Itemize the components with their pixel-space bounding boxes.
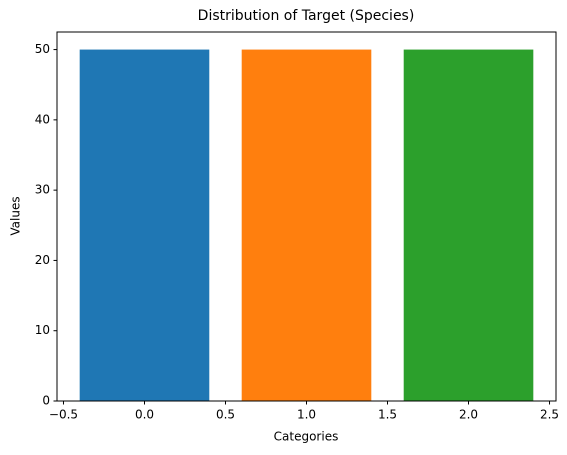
y-tick-label: 30 bbox=[35, 183, 50, 197]
bar bbox=[241, 49, 372, 401]
y-axis-label: Values bbox=[9, 196, 23, 235]
y-tick-label: 40 bbox=[35, 112, 50, 126]
x-tick-label: −0.5 bbox=[49, 408, 78, 422]
y-tick-label: 50 bbox=[35, 42, 50, 56]
y-tick-label: 20 bbox=[35, 253, 50, 267]
x-tick-label: 0.5 bbox=[216, 408, 235, 422]
bar bbox=[79, 49, 210, 401]
x-axis-label: Categories bbox=[274, 430, 339, 444]
plot-frame bbox=[56, 31, 557, 402]
y-tick-label: 0 bbox=[42, 394, 50, 408]
x-tick-label: 1.0 bbox=[297, 408, 316, 422]
x-tick-label: 0.0 bbox=[135, 408, 154, 422]
y-tick-label: 10 bbox=[35, 323, 50, 337]
bar bbox=[403, 49, 534, 401]
chart-title: Distribution of Target (Species) bbox=[198, 8, 415, 24]
x-tick-label: 2.5 bbox=[540, 408, 559, 422]
x-tick-label: 1.5 bbox=[378, 408, 397, 422]
x-tick-label: 2.0 bbox=[459, 408, 478, 422]
